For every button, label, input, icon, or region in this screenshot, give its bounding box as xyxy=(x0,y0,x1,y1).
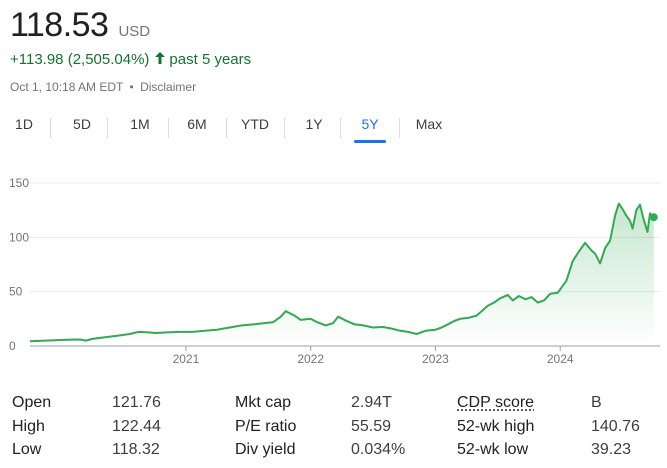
y-tick-label: 100 xyxy=(9,230,29,244)
tab-max[interactable]: Max xyxy=(415,116,443,132)
disclaimer-link[interactable]: Disclaimer xyxy=(140,80,197,94)
y-tick-label: 0 xyxy=(9,339,16,353)
tab-divider xyxy=(226,118,227,138)
y-tick-label: 50 xyxy=(9,285,23,299)
current-price-marker xyxy=(649,213,658,222)
stat-label-cdp-score[interactable]: CDP score xyxy=(457,394,535,411)
price-row: 118.53 USD xyxy=(10,6,150,45)
stat-label-mkt-cap: Mkt cap xyxy=(235,394,292,411)
tab-divider xyxy=(284,118,285,138)
meta-separator: • xyxy=(129,80,134,94)
arrow-up-icon xyxy=(155,51,166,68)
stat-label-low: Low xyxy=(12,441,42,458)
stat-label-high: High xyxy=(12,418,45,435)
stat-value-mkt-cap: 2.94T xyxy=(351,394,392,411)
currency-label: USD xyxy=(118,23,151,40)
x-tick-label: 2024 xyxy=(547,352,574,366)
tab-ytd[interactable]: YTD xyxy=(241,116,269,132)
tab-divider xyxy=(399,118,400,138)
stat-label-52wk-high: 52-wk high xyxy=(457,418,535,435)
stat-value-pe-ratio: 55.59 xyxy=(351,418,392,435)
stat-value-cdp-score: B xyxy=(591,394,602,411)
stat-value-52wk-high: 140.76 xyxy=(591,418,640,435)
tab-1m[interactable]: 1M xyxy=(130,116,150,132)
stock-price: 118.53 xyxy=(10,6,109,44)
tab-divider xyxy=(168,118,169,138)
stat-value-low: 118.32 xyxy=(112,441,160,458)
change-period: past 5 years xyxy=(169,51,252,68)
tab-6m[interactable]: 6M xyxy=(187,116,207,132)
stat-label-52wk-low: 52-wk low xyxy=(457,441,529,458)
chart-area-fill xyxy=(30,203,654,346)
x-tick-label: 2023 xyxy=(422,352,449,366)
stat-value-high: 122.44 xyxy=(112,418,161,435)
tab-5y[interactable]: 5Y xyxy=(354,116,386,143)
timestamp: Oct 1, 10:18 AM EDT xyxy=(10,80,124,94)
change-value: +113.98 (2,505.04%) xyxy=(10,51,150,68)
tab-divider xyxy=(107,118,108,138)
tab-5d[interactable]: 5D xyxy=(73,116,91,132)
stat-value-div-yield: 0.034% xyxy=(351,441,406,458)
stat-label-div-yield: Div yield xyxy=(235,441,296,458)
stat-value-52wk-low: 39.23 xyxy=(591,441,632,458)
tab-1d[interactable]: 1D xyxy=(15,116,33,132)
active-tab-indicator xyxy=(354,140,386,143)
y-tick-label: 150 xyxy=(9,176,29,190)
price-line xyxy=(29,202,655,343)
stat-label-pe-ratio: P/E ratio xyxy=(235,418,297,435)
tab-divider xyxy=(340,118,341,138)
quote-meta: Oct 1, 10:18 AM EDT • Disclaimer xyxy=(10,80,196,94)
tab-1y[interactable]: 1Y xyxy=(305,116,323,132)
tab-divider xyxy=(50,118,51,138)
price-change: +113.98 (2,505.04%) past 5 years xyxy=(10,51,251,68)
stat-label-open: Open xyxy=(12,394,52,411)
x-tick-label: 2021 xyxy=(173,352,200,366)
stat-value-open: 121.76 xyxy=(112,394,161,411)
price-chart[interactable]: 150 100 50 0 2021 2022 2023 2024 xyxy=(0,168,667,374)
x-tick-label: 2022 xyxy=(297,352,324,366)
